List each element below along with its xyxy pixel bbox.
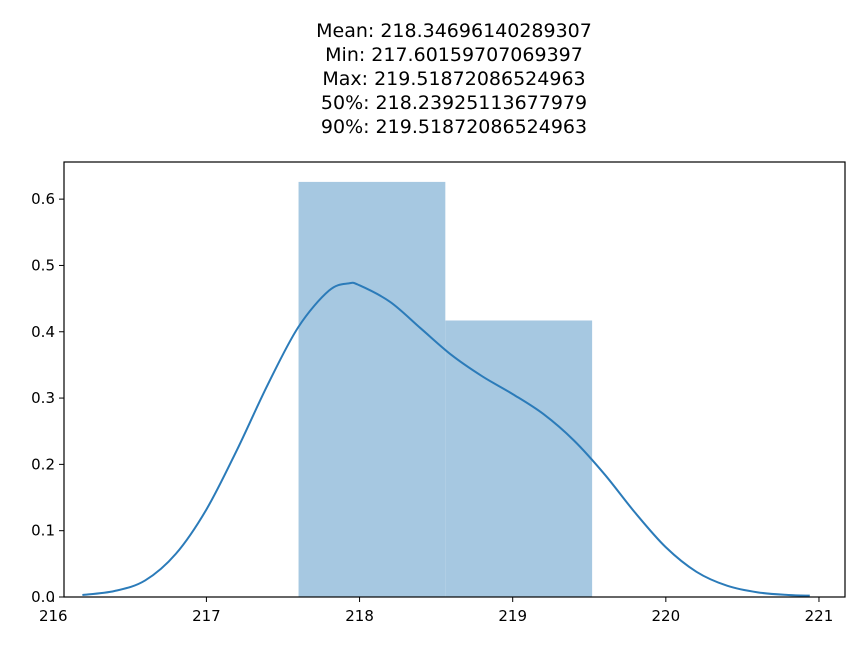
- y-tick-label: 0.2: [31, 455, 55, 473]
- histogram-bar-2: [445, 320, 593, 597]
- x-axis: 216 217 218 219 220 221: [39, 597, 833, 625]
- y-tick-label: 0.1: [31, 522, 55, 540]
- title-mean: Mean: 218.34696140289307: [316, 20, 592, 42]
- x-tick-label: 216: [39, 607, 68, 625]
- y-tick-label: 0.4: [31, 323, 55, 341]
- y-tick-label: 0.6: [31, 190, 55, 208]
- x-tick-label: 220: [652, 607, 681, 625]
- title-p90: 90%: 219.51872086524963: [321, 116, 587, 138]
- x-tick-label: 218: [345, 607, 374, 625]
- y-tick-label: 0.5: [31, 256, 55, 274]
- x-tick-label: 221: [805, 607, 834, 625]
- y-tick-label: 0.0: [31, 588, 55, 606]
- x-tick-label: 217: [192, 607, 221, 625]
- kde-curve: [82, 281, 810, 597]
- title-min: Min: 217.60159707069397: [325, 44, 583, 66]
- histogram-bar-1: [298, 181, 446, 597]
- title-max: Max: 219.51872086524963: [322, 68, 585, 90]
- plot-area: [82, 181, 810, 597]
- y-axis: 0.0 0.1 0.2 0.3 0.4 0.5 0.6: [31, 190, 64, 606]
- x-tick-label: 219: [498, 607, 527, 625]
- y-tick-label: 0.3: [31, 389, 55, 407]
- title-median: 50%: 218.23925113677979: [321, 92, 587, 114]
- chart-title: Mean: 218.34696140289307 Min: 217.601597…: [316, 20, 592, 138]
- axes-frame: [63, 161, 846, 598]
